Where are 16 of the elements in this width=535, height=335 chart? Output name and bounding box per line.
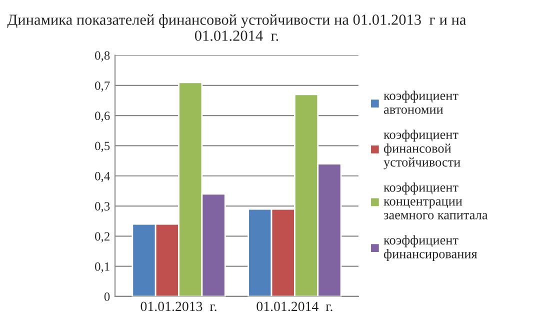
legend-label: коэффициент концентрации заемного капитала	[384, 182, 488, 220]
x-tick-label: 01.01.2013 г.	[140, 302, 216, 312]
y-tick-label: 0,8	[95, 51, 110, 62]
legend-label: коэффициент автономии	[384, 90, 458, 114]
y-tick-label: 0,4	[95, 172, 110, 182]
y-tick-label: 0,2	[95, 232, 110, 242]
y-tick-label: 0,5	[95, 142, 110, 152]
legend-label: коэффициент финансовой устойчивости	[384, 130, 460, 170]
y-tick-label: 0,1	[95, 262, 110, 273]
y-tick-label: 0,3	[95, 202, 110, 212]
legend-label: коэффициент финансирования	[384, 235, 478, 262]
y-tick-label: 0,7	[95, 81, 110, 92]
y-tick-label: 0	[104, 292, 110, 301]
y-tick-label: 0,6	[95, 112, 110, 122]
x-tick-label: 01.01.2014 г.	[256, 302, 332, 312]
chart-title: Динамика показателей финансовой устойчивости на 01.01.2013 г и на 01.01.2014 г.	[7, 14, 466, 41]
